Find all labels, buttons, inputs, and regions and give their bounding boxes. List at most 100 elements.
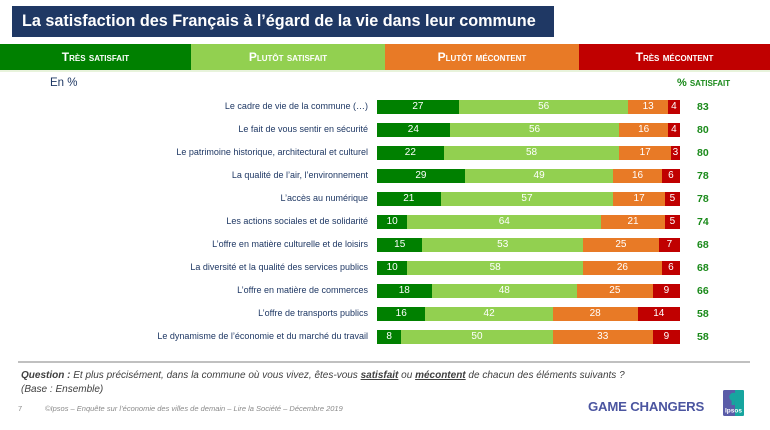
bar-segment-tres-mecontent: 9	[652, 330, 680, 344]
chart-row: Le cadre de vie de la commune (…) 27 56 13 4…	[0, 100, 770, 114]
bar-segment-tres-mecontent: 6	[661, 169, 680, 183]
total-satisfait-label: 68	[697, 262, 709, 274]
bar-segment-plutot-satisfait: 53	[422, 238, 584, 252]
total-satisfait-label: 78	[697, 193, 709, 205]
bar-segment-tres-mecontent: 6	[661, 261, 680, 275]
chart-row: La diversité et la qualité des services …	[0, 261, 770, 275]
data-label: 25	[615, 239, 627, 250]
bar-segment-plutot-mecontent: 16	[613, 169, 662, 183]
page-number: 7	[18, 404, 23, 413]
bar-segment-tres-satisfait: 21	[377, 192, 441, 206]
tagline: GAME CHANGERS	[588, 399, 705, 414]
data-label: 14	[653, 308, 665, 319]
total-satisfait-label: 80	[697, 147, 709, 159]
category-label: Le patrimoine historique, architectural …	[176, 147, 368, 157]
data-label: 58	[525, 147, 538, 158]
total-satisfait-label: 58	[697, 308, 709, 320]
question-keyword-satisfait: satisfait	[360, 370, 399, 381]
bar-segment-plutot-satisfait: 50	[401, 330, 553, 344]
bar-segment-plutot-mecontent: 25	[583, 238, 659, 252]
bar-segment-plutot-mecontent: 13	[628, 100, 668, 114]
bar-segment-tres-mecontent: 3	[670, 146, 680, 160]
data-label: 5	[669, 216, 676, 227]
category-label: Le dynamisme de l’économie et du marché …	[157, 331, 368, 341]
data-label: 8	[386, 331, 392, 342]
data-label: 17	[633, 193, 645, 204]
bar-segment-tres-mecontent: 9	[652, 284, 680, 298]
bar-segment-tres-satisfait: 18	[377, 284, 432, 298]
bar-segment-plutot-mecontent: 16	[619, 123, 668, 137]
ipsos-logo-icon: Ipsos	[723, 390, 744, 416]
legend-item-tres-mecontent: Très mécontent	[579, 44, 770, 70]
bar-segment-tres-satisfait: 22	[377, 146, 444, 160]
legend-item-tres-satisfait: Très satisfait	[0, 44, 191, 70]
bar-segment-plutot-satisfait: 56	[449, 123, 620, 137]
data-label: 9	[663, 331, 670, 342]
totals-header: % satisfait	[677, 77, 731, 89]
bar-segment-plutot-mecontent: 28	[552, 307, 638, 321]
data-label: 28	[589, 308, 601, 319]
chart-row: L’accès au numérique 21 57 17 5 78	[0, 192, 770, 206]
data-label: 48	[498, 285, 510, 296]
data-label: 33	[597, 331, 609, 342]
data-label: 25	[609, 285, 621, 296]
bar-segment-plutot-satisfait: 58	[443, 146, 620, 160]
data-label: 21	[403, 193, 415, 204]
bar-segment-tres-satisfait: 15	[377, 238, 423, 252]
data-label: 6	[668, 262, 674, 273]
bar-segment-plutot-satisfait: 57	[440, 192, 614, 206]
data-label: 24	[407, 124, 419, 135]
data-label: 5	[669, 193, 676, 204]
data-label: 16	[395, 308, 407, 319]
total-satisfait-label: 80	[697, 124, 709, 136]
base-note: (Base : Ensemble)	[21, 383, 104, 395]
data-label: 57	[521, 193, 533, 204]
chart-legend: Très satisfait Plutôt satisfait Plutôt m…	[0, 44, 770, 72]
bar-segment-tres-satisfait: 27	[377, 100, 459, 114]
bar-segment-plutot-satisfait: 58	[407, 261, 584, 275]
data-label: 50	[471, 331, 483, 342]
data-label: 53	[497, 239, 509, 250]
slide-title-text: La satisfaction des Français à l’égard d…	[22, 12, 536, 30]
chart-row: Les actions sociales et de solidarité 10 6…	[0, 215, 770, 229]
question-keyword-mecontent: mécontent	[415, 370, 466, 381]
bar-segment-tres-mecontent: 4	[667, 100, 680, 114]
data-label: 42	[483, 308, 495, 319]
data-label: 15	[394, 239, 406, 250]
data-label: 29	[415, 170, 427, 181]
data-label: 64	[498, 216, 510, 227]
bar-segment-plutot-satisfait: 64	[407, 215, 602, 229]
bar-segment-tres-mecontent: 4	[667, 123, 680, 137]
data-label: 10	[386, 216, 398, 227]
data-label: 4	[671, 101, 677, 112]
data-label: 56	[538, 101, 550, 112]
question-text: Question : Et plus précisément, dans la …	[21, 369, 721, 396]
category-label: L’accès au numérique	[280, 193, 368, 203]
unit-note: En %	[50, 77, 78, 89]
bar-segment-tres-mecontent: 14	[637, 307, 680, 321]
total-satisfait-label: 74	[697, 216, 709, 228]
bar-segment-plutot-mecontent: 26	[583, 261, 662, 275]
data-label: 16	[632, 170, 644, 181]
logo-text: Ipsos	[725, 408, 742, 415]
total-satisfait-label: 66	[697, 285, 709, 297]
data-label: 26	[616, 262, 628, 273]
chart-row: Le dynamisme de l’économie et du marché …	[0, 330, 770, 344]
category-label: L’offre de transports publics	[258, 308, 368, 318]
category-label: Le cadre de vie de la commune (…)	[224, 101, 368, 111]
bar-segment-tres-satisfait: 24	[377, 123, 450, 137]
data-label: 10	[386, 262, 398, 273]
bar-segment-tres-mecontent: 7	[658, 238, 680, 252]
bar-segment-plutot-satisfait: 49	[464, 169, 614, 183]
question-part: ou	[398, 370, 416, 381]
data-label: 22	[404, 147, 416, 158]
bar-segment-plutot-satisfait: 48	[431, 284, 577, 298]
chart-row: L’offre de transports publics 16 42 28 14 58	[0, 307, 770, 321]
category-label: La diversité et la qualité des services …	[190, 262, 368, 272]
bar-segment-tres-mecontent: 5	[664, 215, 680, 229]
bar-segment-tres-satisfait: 10	[377, 215, 408, 229]
bar-segment-tres-satisfait: 29	[377, 169, 465, 183]
question-label: Question :	[21, 370, 71, 381]
data-label: 13	[642, 101, 654, 112]
total-satisfait-label: 58	[697, 331, 709, 343]
